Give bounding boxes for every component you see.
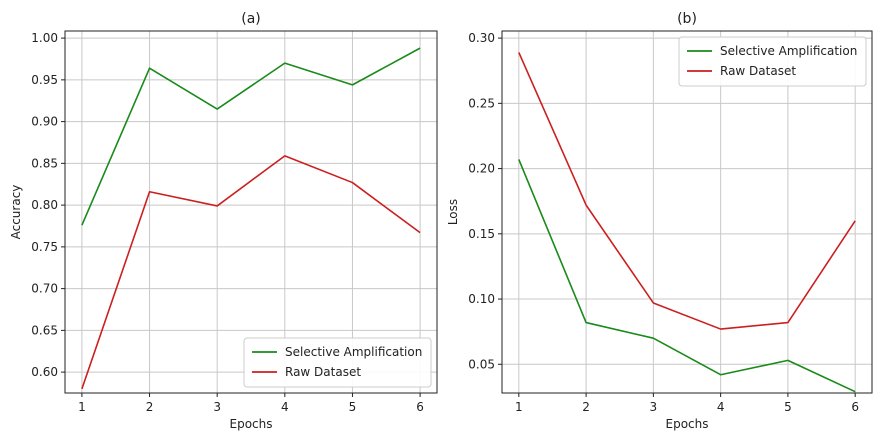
legend-label: Selective Amplification: [720, 44, 857, 58]
x-tick-label: 2: [582, 400, 590, 414]
y-tick-label: 0.15: [468, 227, 495, 241]
chart-panel-a: 1 2 3 4 5 6 0.60 0.65 0.70 0.75 0.80 0.85 0.90 0.95 1.…: [9, 11, 438, 431]
y-tick-label: 0.60: [31, 365, 58, 379]
y-tick-label: 0.30: [468, 31, 495, 45]
series-line-selective-amplification: [518, 159, 856, 393]
x-tick-label: 5: [784, 400, 792, 414]
y-tick-label: 0.10: [468, 292, 495, 306]
x-tick-label: 2: [146, 400, 154, 414]
legend: Selective Amplification Raw Dataset: [678, 36, 867, 87]
y-tick-label: 1.00: [31, 31, 58, 45]
series-line-selective-amplification: [81, 47, 421, 226]
legend-label: Selective Amplification: [285, 345, 422, 359]
x-axis-label: Epochs: [666, 417, 709, 431]
y-tick-label: 0.65: [31, 323, 58, 337]
y-tick-label: 0.70: [31, 282, 58, 296]
legend-label: Raw Dataset: [720, 64, 796, 78]
x-tick-label: 6: [851, 400, 859, 414]
y-tick-label: 0.85: [31, 156, 58, 170]
series-line-raw-dataset: [81, 155, 421, 390]
y-tick-label: 0.05: [468, 357, 495, 371]
series-line-raw-dataset: [518, 52, 856, 330]
y-tick-label: 0.25: [468, 96, 495, 110]
y-axis-label: Accuracy: [9, 185, 23, 240]
chart-panel-b: 1 2 3 4 5 6 0.05 0.10 0.15 0.20 0.25 0.30 (b) Epochs L…: [446, 11, 873, 431]
x-tick-label: 6: [416, 400, 424, 414]
plot-frame: [64, 30, 438, 394]
x-tick-label: 1: [515, 400, 523, 414]
legend-box: [678, 36, 867, 87]
y-tick-label: 0.75: [31, 240, 58, 254]
y-tick-label: 0.95: [31, 73, 58, 87]
y-tick-label: 0.20: [468, 162, 495, 176]
x-axis-label: Epochs: [230, 417, 273, 431]
legend-label: Raw Dataset: [285, 365, 361, 379]
x-tick-label: 1: [78, 400, 86, 414]
legend: Selective Amplification Raw Dataset: [243, 337, 432, 388]
y-tick-label: 0.90: [31, 115, 58, 129]
x-tick-label: 4: [717, 400, 725, 414]
y-tick-label: 0.80: [31, 198, 58, 212]
y-axis-label: Loss: [446, 199, 460, 225]
x-tick-label: 4: [281, 400, 289, 414]
x-tick-label: 5: [349, 400, 357, 414]
legend-box: [243, 337, 432, 388]
chart-title: (b): [677, 11, 697, 27]
x-tick-label: 3: [650, 400, 658, 414]
plot-frame: [501, 30, 873, 394]
x-tick-label: 3: [213, 400, 221, 414]
chart-title: (a): [241, 11, 261, 27]
